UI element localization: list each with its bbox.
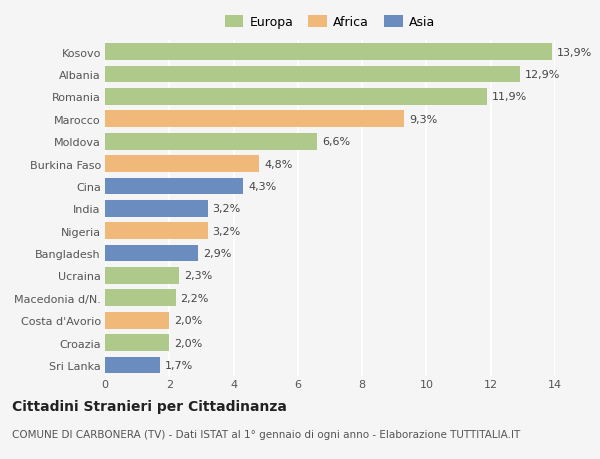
Bar bbox=[105, 134, 317, 150]
Bar bbox=[105, 111, 404, 128]
Bar bbox=[105, 44, 552, 61]
Text: COMUNE DI CARBONERA (TV) - Dati ISTAT al 1° gennaio di ogni anno - Elaborazione : COMUNE DI CARBONERA (TV) - Dati ISTAT al… bbox=[12, 429, 520, 439]
Text: 4,3%: 4,3% bbox=[248, 181, 276, 191]
Text: 3,2%: 3,2% bbox=[212, 226, 241, 236]
Text: 12,9%: 12,9% bbox=[524, 70, 560, 80]
Text: 2,0%: 2,0% bbox=[174, 315, 202, 325]
Bar bbox=[105, 268, 179, 284]
Bar bbox=[105, 223, 208, 240]
Bar bbox=[105, 245, 198, 262]
Text: 13,9%: 13,9% bbox=[557, 47, 592, 57]
Bar bbox=[105, 156, 259, 173]
Bar bbox=[105, 335, 169, 351]
Legend: Europa, Africa, Asia: Europa, Africa, Asia bbox=[222, 14, 438, 32]
Text: 11,9%: 11,9% bbox=[493, 92, 527, 102]
Bar bbox=[105, 312, 169, 329]
Text: 3,2%: 3,2% bbox=[212, 204, 241, 214]
Text: 2,9%: 2,9% bbox=[203, 248, 232, 258]
Text: 4,8%: 4,8% bbox=[264, 159, 292, 169]
Bar bbox=[105, 67, 520, 83]
Text: 9,3%: 9,3% bbox=[409, 114, 437, 124]
Bar bbox=[105, 290, 176, 307]
Text: 2,2%: 2,2% bbox=[181, 293, 209, 303]
Bar bbox=[105, 201, 208, 217]
Text: 1,7%: 1,7% bbox=[164, 360, 193, 370]
Bar bbox=[105, 89, 487, 106]
Text: Cittadini Stranieri per Cittadinanza: Cittadini Stranieri per Cittadinanza bbox=[12, 399, 287, 413]
Text: 6,6%: 6,6% bbox=[322, 137, 350, 147]
Bar bbox=[105, 357, 160, 374]
Text: 2,3%: 2,3% bbox=[184, 271, 212, 281]
Bar bbox=[105, 178, 243, 195]
Text: 2,0%: 2,0% bbox=[174, 338, 202, 348]
